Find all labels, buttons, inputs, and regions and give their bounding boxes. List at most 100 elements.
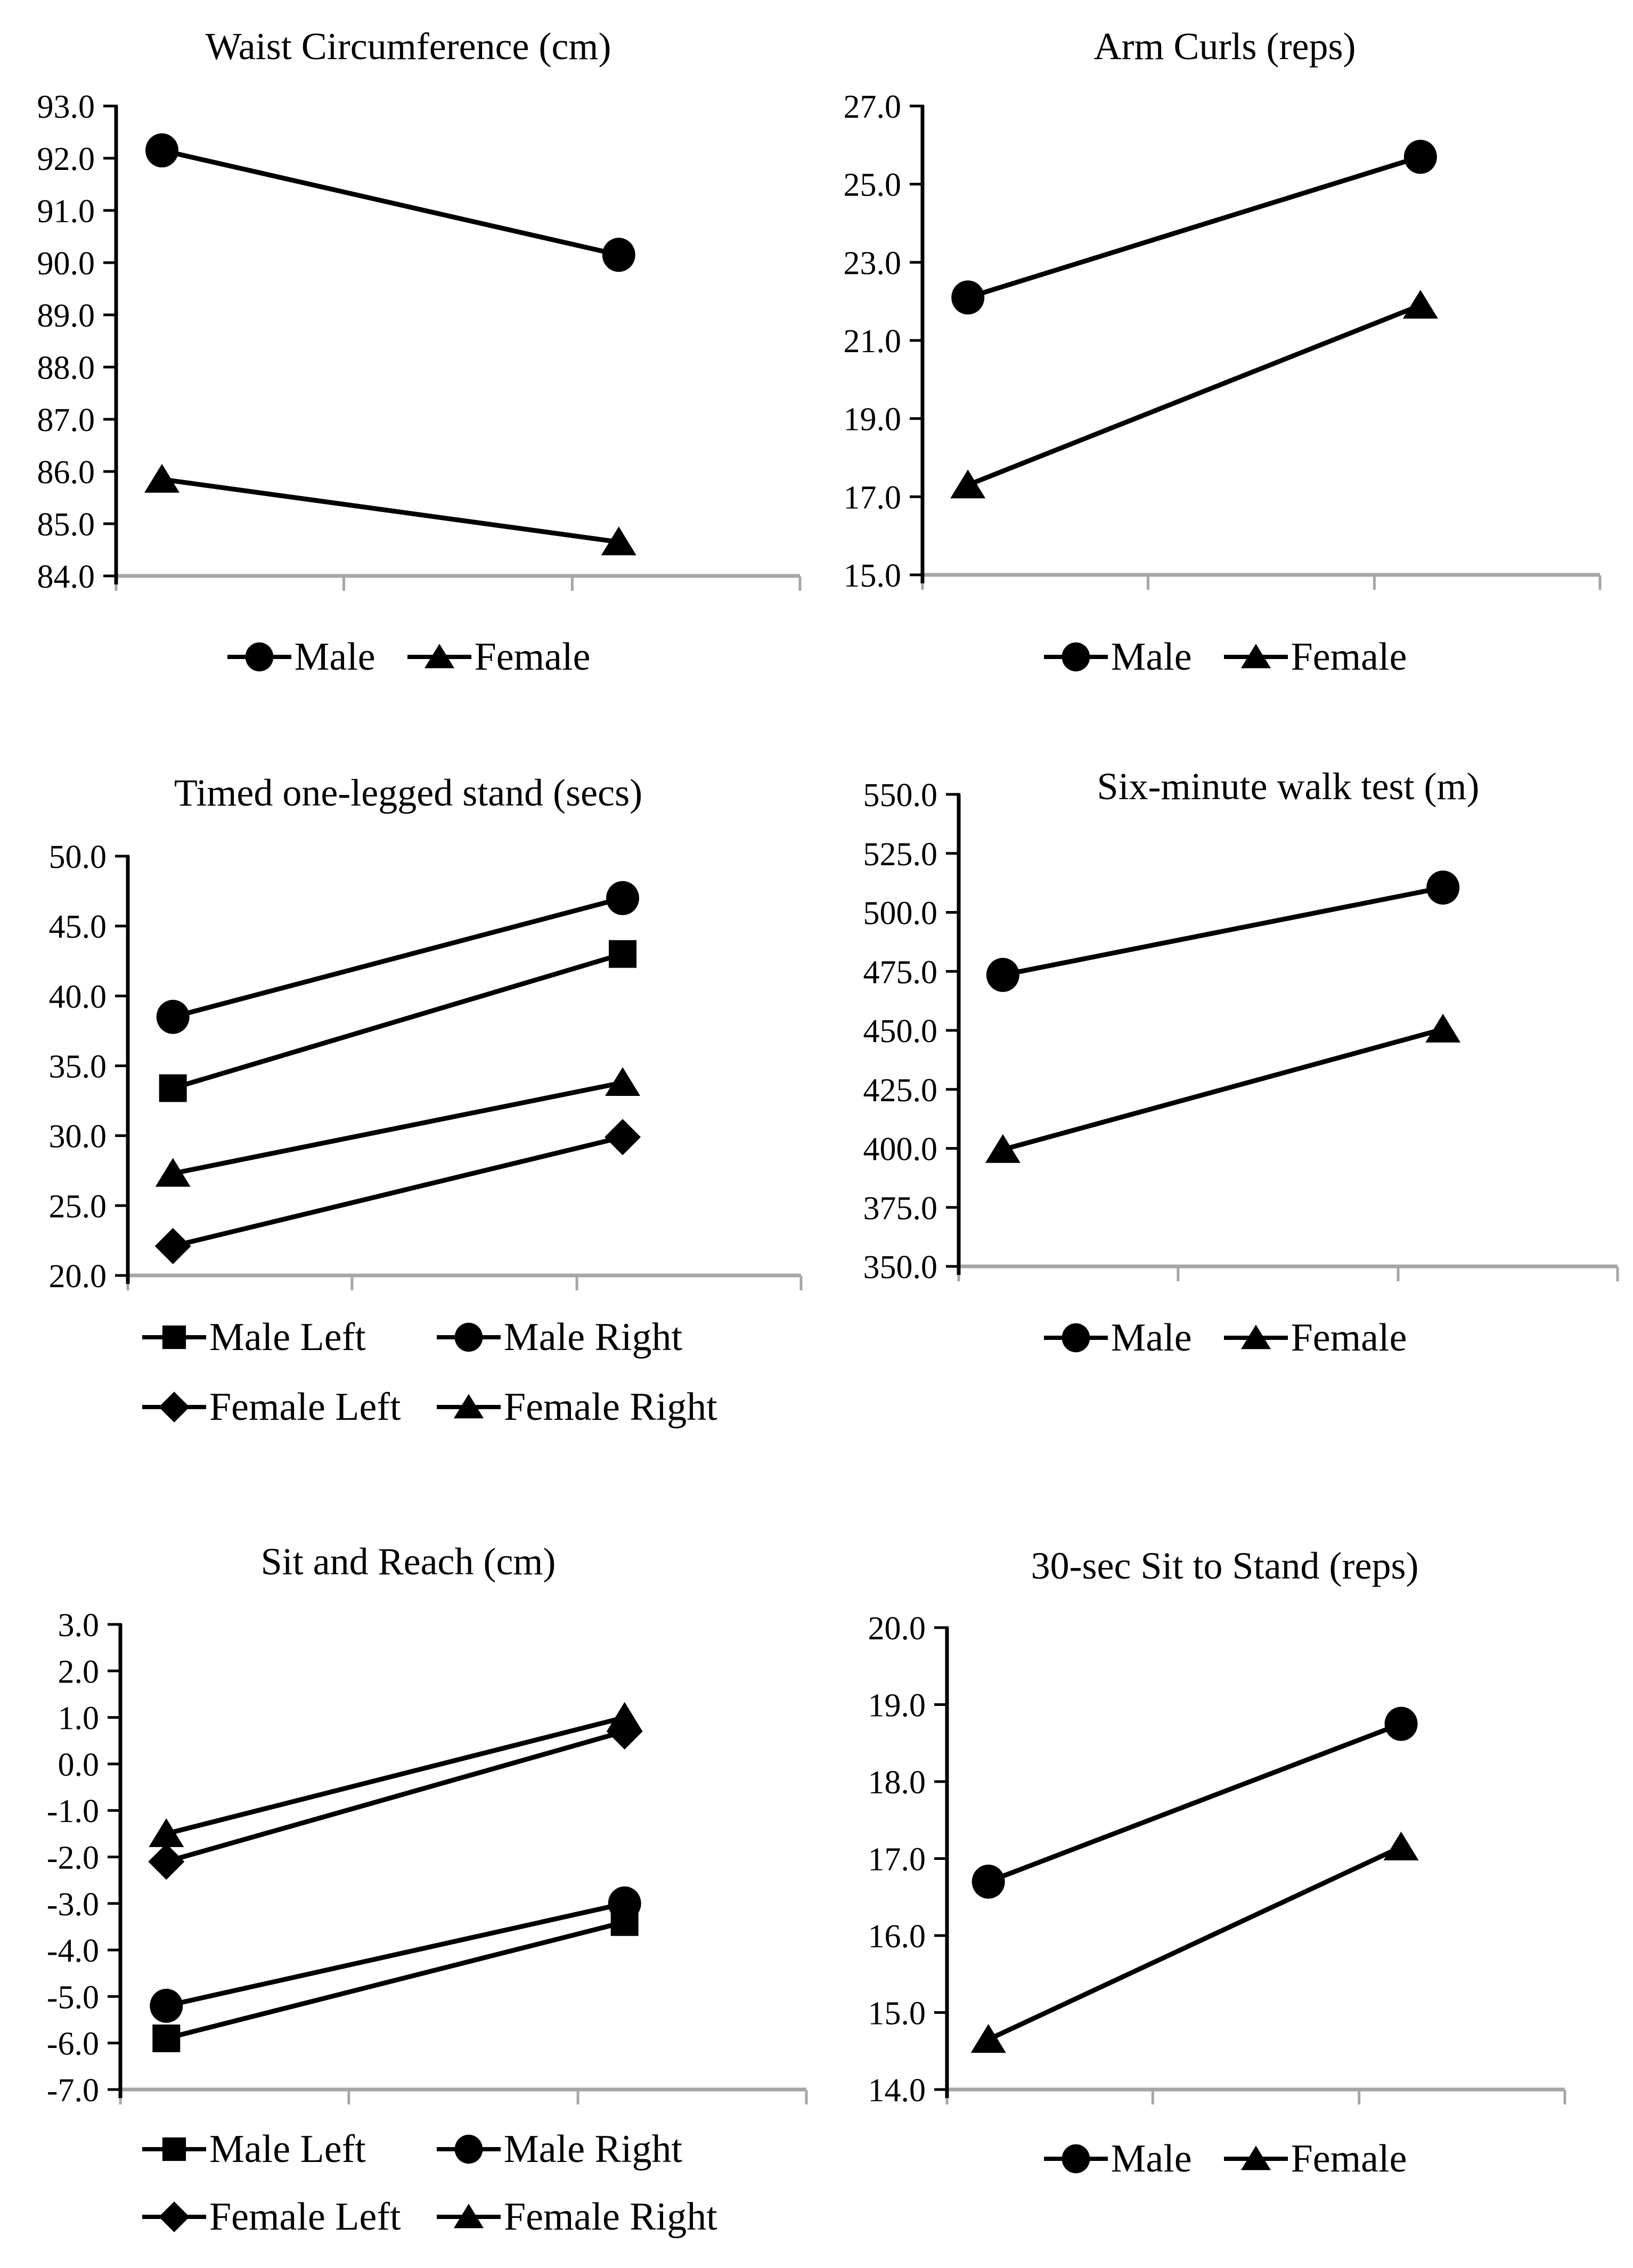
- y-tick-label: 375.0: [863, 1190, 938, 1226]
- x-axis: [945, 2087, 1566, 2104]
- legend-item-male: Male: [1043, 1313, 1192, 1362]
- circle-marker-icon: [1043, 2142, 1109, 2176]
- y-tick-label: 500.0: [863, 896, 938, 932]
- y-tick-label: 2.0: [58, 1654, 100, 1690]
- legend-item-female-left: Female Left: [141, 1383, 436, 1432]
- y-tick-label: 18.0: [868, 1765, 926, 1801]
- series-female: [985, 1013, 1461, 1163]
- y-tick-label: 91.0: [37, 193, 95, 230]
- legend-item-male-left: Male Left: [141, 2125, 436, 2174]
- legend-label: Male: [1111, 1315, 1192, 1360]
- y-tick-label: 19.0: [844, 402, 902, 438]
- plot-area: 350.0 375.0 400.0 425.0 450.0 475.0 500.0 525.0…: [863, 777, 1619, 1286]
- chart-title: 30-sec Sit to Stand (reps): [1031, 1544, 1419, 1587]
- circle-marker-icon: [1043, 640, 1109, 674]
- y-tick-label: -7.0: [47, 2072, 99, 2109]
- legend: Male Left Male Right Female Left Female …: [0, 1313, 958, 1432]
- x-axis: [115, 574, 802, 591]
- y-tick-label: 21.0: [844, 323, 902, 360]
- y-tick-label: 400.0: [863, 1132, 938, 1168]
- y-tick-label: 23.0: [844, 245, 902, 281]
- y-tick-label: 50.0: [49, 839, 107, 875]
- chart-arm-curls: 15.0 17.0 19.0 21.0 23.0 25.0 27.0 Arm Curls (…: [816, 0, 1633, 756]
- legend: Male Female: [816, 1313, 1633, 1362]
- x-axis: [957, 1264, 1619, 1281]
- circle-marker-icon: [436, 1320, 502, 1354]
- series-male-right: [150, 1886, 641, 2023]
- y-tick-label: 92.0: [37, 141, 95, 177]
- chart-title: Sit and Reach (cm): [260, 1540, 556, 1583]
- x-axis: [126, 1273, 803, 1290]
- series-female-right: [155, 1067, 641, 1187]
- triangle-marker-icon: [436, 1390, 502, 1424]
- legend-label: Male Right: [504, 1315, 683, 1359]
- legend-label: Male Left: [209, 1315, 366, 1359]
- legend-label: Female: [1291, 1315, 1407, 1360]
- legend-item-female-left: Female Left: [141, 2192, 436, 2241]
- y-tick-label: 25.0: [844, 167, 902, 204]
- y-tick-label: 19.0: [868, 1688, 926, 1724]
- series-male: [986, 870, 1460, 992]
- y-tick-label: 45.0: [49, 909, 107, 945]
- y-tick-label: 90.0: [37, 246, 95, 282]
- plot-area: 84.0 85.0 86.0 87.0 88.0 89.0 90.0 91.0 92.0 93.0: [37, 89, 802, 595]
- triangle-marker-icon: [1223, 640, 1289, 674]
- legend: Male Left Male Right Female Left Female …: [0, 2125, 958, 2241]
- y-tick-label: 84.0: [37, 559, 95, 595]
- circle-marker-icon: [436, 2132, 502, 2166]
- legend-label: Female: [474, 635, 591, 679]
- legend-item-male: Male: [226, 632, 375, 681]
- y-tick-label: 87.0: [37, 402, 95, 438]
- legend-item-female: Female: [406, 632, 591, 681]
- chart-sit-and-reach: -7.0 -6.0 -5.0 -4.0 -3.0 -2.0 -1.0 0.0 1.0 2.0 3.0…: [0, 1512, 816, 2268]
- chart-timed-one-legged-stand: 20.0 25.0 30.0 35.0 40.0 45.0 50.0 Timed one-l…: [0, 756, 816, 1512]
- y-tick-label: 16.0: [868, 1919, 926, 1955]
- triangle-marker-icon: [1223, 1321, 1289, 1355]
- y-tick-label: 3.0: [58, 1607, 100, 1644]
- y-tick-label: 25.0: [49, 1189, 107, 1225]
- legend-item-female: Female: [1223, 1313, 1407, 1362]
- y-tick-label: 1.0: [58, 1701, 100, 1737]
- series-male: [145, 133, 635, 272]
- y-tick-label: -1.0: [47, 1793, 99, 1830]
- legend-label: Female Left: [209, 2194, 401, 2239]
- y-axis: 15.0 17.0 19.0 21.0 23.0 25.0 27.0: [844, 89, 925, 594]
- chart-title: Waist Circumference (cm): [205, 25, 611, 68]
- legend-item-male-right: Male Right: [436, 1313, 717, 1362]
- y-axis: 84.0 85.0 86.0 87.0 88.0 89.0 90.0 91.0 92.0 93.0: [37, 89, 118, 595]
- y-tick-label: 20.0: [49, 1258, 107, 1295]
- y-axis: 350.0 375.0 400.0 425.0 450.0 475.0 500.0 525.0…: [863, 777, 961, 1286]
- y-axis: 14.0 15.0 16.0 17.0 18.0 19.0 20.0: [868, 1611, 949, 2109]
- series-female: [950, 290, 1438, 499]
- y-tick-label: 350.0: [863, 1249, 938, 1286]
- series-female: [970, 1831, 1419, 2053]
- legend-item-male-right: Male Right: [436, 2125, 717, 2174]
- circle-marker-icon: [226, 640, 292, 674]
- y-tick-label: 425.0: [863, 1072, 938, 1109]
- circle-marker-icon: [1043, 1321, 1109, 1355]
- legend-item-female-right: Female Right: [436, 1383, 717, 1432]
- chart-title: Arm Curls (reps): [1093, 25, 1356, 68]
- y-tick-label: 0.0: [58, 1747, 100, 1783]
- series-male-left: [159, 940, 637, 1102]
- y-tick-label: -5.0: [47, 1979, 99, 2015]
- legend-label: Female Left: [209, 1385, 401, 1429]
- y-axis: -7.0 -6.0 -5.0 -4.0 -3.0 -2.0 -1.0 0.0 1.0 2.0 3.0: [47, 1607, 123, 2109]
- plot-area: 15.0 17.0 19.0 21.0 23.0 25.0 27.0: [844, 89, 1602, 594]
- plot-area: -7.0 -6.0 -5.0 -4.0 -3.0 -2.0 -1.0 0.0 1.0 2.0 3.0: [47, 1607, 808, 2109]
- series-male-left: [152, 1908, 639, 2052]
- chart-title: Timed one-legged stand (secs): [174, 771, 643, 814]
- y-tick-label: 475.0: [863, 954, 938, 990]
- legend-label: Female: [1291, 2136, 1407, 2181]
- y-tick-label: 450.0: [863, 1013, 938, 1050]
- legend-item-female-right: Female Right: [436, 2192, 717, 2241]
- legend-label: Male: [1111, 635, 1192, 679]
- legend-item-male: Male: [1043, 632, 1192, 681]
- y-tick-label: 30.0: [49, 1119, 107, 1155]
- triangle-marker-icon: [436, 2200, 502, 2234]
- y-tick-label: 525.0: [863, 836, 938, 873]
- y-tick-label: 85.0: [37, 507, 95, 543]
- y-tick-label: -4.0: [47, 1933, 99, 1969]
- y-tick-label: 550.0: [863, 777, 938, 814]
